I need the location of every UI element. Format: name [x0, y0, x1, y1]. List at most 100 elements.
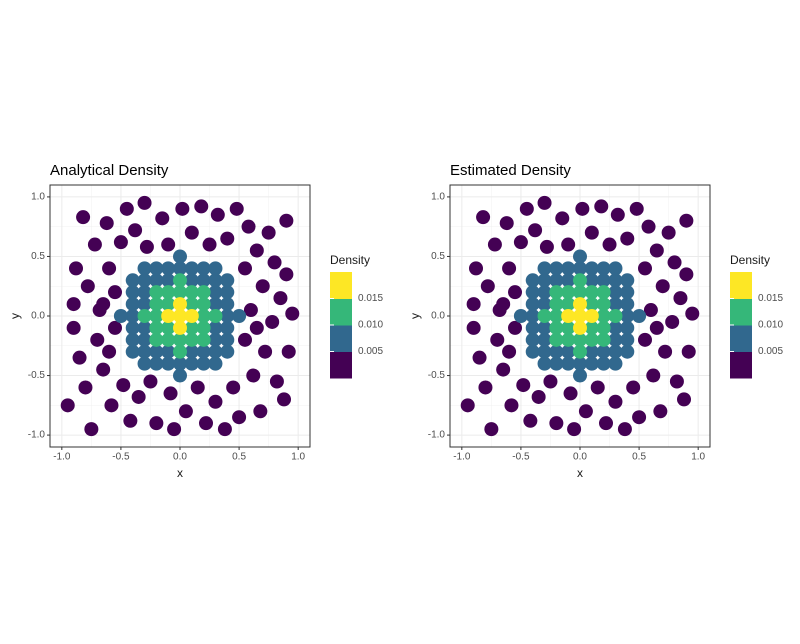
point — [84, 422, 99, 437]
point — [620, 285, 635, 300]
point — [573, 368, 587, 383]
point — [575, 201, 590, 216]
point — [229, 201, 244, 216]
point — [273, 291, 288, 306]
point — [279, 213, 294, 228]
point — [72, 350, 87, 365]
y-tick-label: -1.0 — [28, 430, 46, 441]
point — [137, 344, 152, 359]
point — [561, 297, 576, 312]
point — [496, 362, 511, 377]
legend-swatch — [330, 298, 352, 326]
point — [249, 243, 264, 258]
point — [537, 285, 552, 300]
point — [161, 285, 176, 300]
point — [466, 297, 481, 312]
point — [502, 344, 517, 359]
point — [78, 380, 93, 395]
point — [638, 261, 652, 276]
point — [584, 332, 599, 347]
point — [584, 225, 599, 240]
point — [149, 309, 164, 323]
point — [125, 320, 140, 335]
point — [620, 273, 635, 288]
y-tick-label: 1.0 — [31, 192, 45, 203]
chart-title: Analytical Density — [50, 162, 169, 179]
point — [220, 344, 235, 359]
point — [528, 223, 543, 238]
point — [543, 374, 558, 389]
point — [549, 297, 564, 312]
point — [208, 332, 223, 347]
point — [679, 213, 694, 228]
point — [487, 237, 502, 252]
point — [249, 320, 264, 335]
point — [178, 404, 193, 419]
point — [679, 267, 694, 282]
point — [596, 332, 611, 347]
point — [608, 285, 623, 300]
point — [125, 273, 140, 288]
point — [608, 273, 623, 288]
point — [590, 380, 605, 395]
point — [549, 332, 564, 347]
point — [578, 404, 593, 419]
point — [149, 416, 164, 431]
point — [502, 261, 517, 276]
points — [60, 195, 300, 437]
x-tick-label: -1.0 — [453, 452, 471, 463]
point — [549, 416, 564, 431]
point — [539, 239, 554, 254]
y-tick-label: 0.0 — [31, 311, 45, 322]
point — [620, 309, 635, 323]
point — [167, 422, 182, 437]
point — [646, 368, 661, 383]
x-tick-label: -0.5 — [512, 452, 530, 463]
panel: -1.0 -0.5 0.0 0.5 1.0 -1.0 -0.5 0.0 0.5 1.0 Analyt… — [8, 162, 383, 480]
point — [629, 201, 644, 216]
point — [232, 410, 247, 425]
point — [90, 332, 105, 347]
point — [596, 285, 611, 300]
point — [113, 309, 128, 323]
point — [620, 231, 635, 246]
legend-swatch — [330, 325, 352, 352]
point — [69, 261, 83, 276]
legend-swatch — [330, 272, 352, 299]
point — [669, 374, 684, 389]
point — [184, 225, 199, 240]
point — [125, 297, 140, 312]
point — [525, 285, 540, 300]
point — [184, 356, 199, 371]
point — [594, 199, 609, 214]
point — [137, 309, 152, 323]
point — [632, 309, 647, 323]
point — [184, 285, 199, 300]
point — [202, 237, 217, 252]
point — [173, 320, 187, 335]
point — [537, 261, 552, 276]
point — [285, 306, 300, 321]
point — [685, 306, 700, 321]
point — [173, 273, 187, 288]
point — [537, 195, 552, 210]
point — [139, 239, 154, 254]
point — [196, 332, 211, 347]
point — [549, 320, 564, 335]
point — [161, 297, 176, 312]
point — [96, 362, 111, 377]
point — [108, 320, 122, 335]
legend-label: 0.005 — [358, 346, 383, 357]
point — [246, 368, 261, 383]
legend-title: Density — [330, 253, 370, 267]
legend-label: 0.010 — [358, 320, 383, 331]
point — [208, 394, 223, 409]
point — [665, 314, 680, 329]
point — [253, 404, 268, 419]
point — [523, 413, 538, 428]
point — [277, 392, 291, 407]
point — [208, 261, 223, 276]
point — [173, 344, 187, 359]
point — [584, 320, 599, 335]
point — [161, 332, 176, 347]
